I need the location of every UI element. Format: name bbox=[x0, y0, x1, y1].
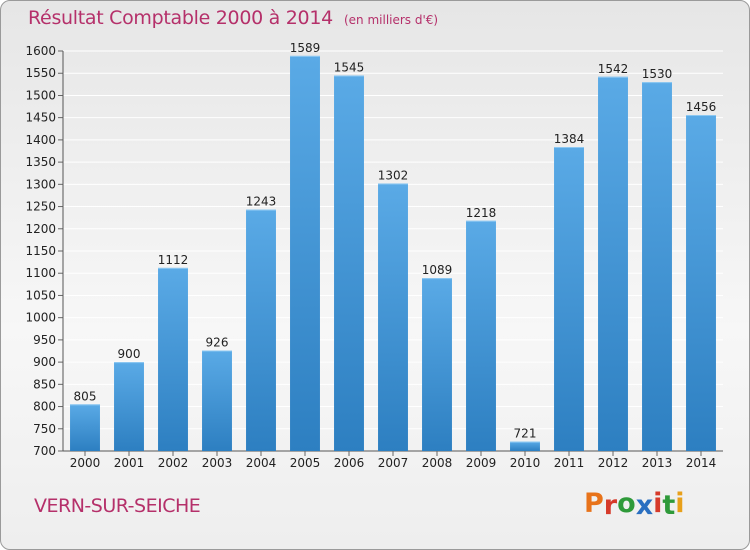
bar-value-label: 1542 bbox=[598, 62, 629, 76]
bar[interactable] bbox=[554, 147, 584, 451]
bar-value-label: 1545 bbox=[334, 60, 365, 74]
bar[interactable] bbox=[114, 362, 144, 451]
logo-letter: o bbox=[617, 488, 636, 519]
x-tick-label: 2001 bbox=[114, 456, 145, 470]
bar-value-label: 1530 bbox=[642, 67, 673, 81]
bar-value-label: 1302 bbox=[378, 168, 409, 182]
x-tick-label: 2012 bbox=[598, 456, 629, 470]
y-tick-label: 1150 bbox=[25, 244, 56, 258]
bar[interactable] bbox=[202, 350, 232, 451]
bar-value-label: 1243 bbox=[246, 195, 277, 209]
bar[interactable] bbox=[510, 441, 540, 451]
x-tick-label: 2011 bbox=[554, 456, 585, 470]
bar-value-label: 1112 bbox=[158, 253, 189, 267]
logo-letter: P bbox=[584, 488, 604, 519]
bar-value-label: 721 bbox=[514, 427, 537, 441]
proxiti-logo[interactable]: Proxiti bbox=[584, 488, 685, 521]
logo-letter: x bbox=[635, 490, 654, 521]
y-tick-label: 1250 bbox=[25, 200, 56, 214]
y-tick-label: 800 bbox=[33, 400, 56, 414]
x-tick-label: 2009 bbox=[466, 456, 497, 470]
y-tick-label: 1500 bbox=[25, 88, 56, 102]
bar[interactable] bbox=[466, 220, 496, 451]
x-tick-label: 2006 bbox=[334, 456, 365, 470]
bar-value-label: 1218 bbox=[466, 206, 497, 220]
bar-value-label: 926 bbox=[206, 336, 229, 350]
title-row: Résultat Comptable 2000 à 2014 (en milli… bbox=[28, 7, 438, 29]
x-tick-label: 2005 bbox=[290, 456, 321, 470]
logo-letter: i bbox=[653, 488, 663, 519]
y-tick-label: 850 bbox=[33, 377, 56, 391]
bar-value-label: 1384 bbox=[554, 132, 585, 146]
bar[interactable] bbox=[70, 404, 100, 451]
bar-value-label: 1089 bbox=[422, 263, 453, 277]
bar[interactable] bbox=[334, 75, 364, 451]
x-tick-label: 2010 bbox=[510, 456, 541, 470]
x-tick-label: 2013 bbox=[642, 456, 673, 470]
bar-value-label: 805 bbox=[74, 389, 97, 403]
y-tick-label: 700 bbox=[33, 444, 56, 458]
bar[interactable] bbox=[598, 76, 628, 452]
bar[interactable] bbox=[378, 183, 408, 451]
y-tick-label: 950 bbox=[33, 333, 56, 347]
y-tick-label: 750 bbox=[33, 422, 56, 436]
y-tick-label: 1300 bbox=[25, 177, 56, 191]
y-tick-label: 1000 bbox=[25, 311, 56, 325]
y-tick-label: 1200 bbox=[25, 222, 56, 236]
bar[interactable] bbox=[246, 209, 276, 451]
bar[interactable] bbox=[422, 278, 452, 451]
plot-area: 700 750 800 850 900 950 1000 1050 1100 1150 1200 12… bbox=[25, 41, 723, 470]
logo-letter: i bbox=[675, 488, 685, 519]
x-tick-label: 2003 bbox=[202, 456, 233, 470]
bar[interactable] bbox=[686, 115, 716, 451]
bar-value-label: 900 bbox=[118, 347, 141, 361]
chart-title: Résultat Comptable 2000 à 2014 bbox=[28, 7, 333, 29]
y-tick-label: 1400 bbox=[25, 133, 56, 147]
bar-value-label: 1456 bbox=[686, 100, 717, 114]
city-name: VERN-SUR-SEICHE bbox=[34, 495, 201, 517]
logo-letter: r bbox=[603, 490, 618, 521]
x-tick-label: 2007 bbox=[378, 456, 409, 470]
bar-value-label: 1589 bbox=[290, 41, 321, 55]
y-tick-label: 900 bbox=[33, 355, 56, 369]
x-tick-label: 2002 bbox=[158, 456, 189, 470]
bar[interactable] bbox=[642, 82, 672, 451]
x-tick-label: 2000 bbox=[70, 456, 101, 470]
y-tick-label: 1550 bbox=[25, 66, 56, 80]
chart-subtitle: (en milliers d'€) bbox=[343, 13, 439, 27]
y-tick-label: 1100 bbox=[25, 266, 56, 280]
y-tick-label: 1600 bbox=[25, 44, 56, 58]
logo-letter: t bbox=[662, 490, 676, 521]
y-tick-label: 1450 bbox=[25, 111, 56, 125]
x-tick-label: 2004 bbox=[246, 456, 277, 470]
y-tick-label: 1050 bbox=[25, 288, 56, 302]
x-tick-label: 2014 bbox=[686, 456, 717, 470]
bar[interactable] bbox=[158, 267, 188, 451]
y-tick-label: 1350 bbox=[25, 155, 56, 169]
bar[interactable] bbox=[290, 55, 320, 452]
x-tick-label: 2008 bbox=[422, 456, 453, 470]
